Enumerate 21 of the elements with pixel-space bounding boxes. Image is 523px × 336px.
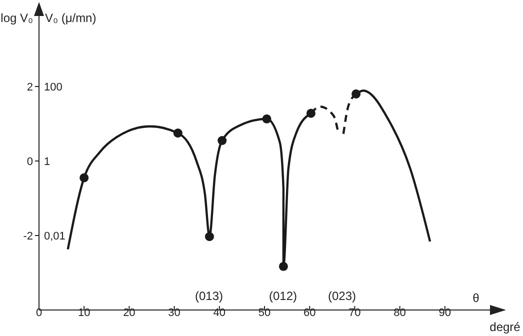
y-tick-label: 0 — [26, 156, 33, 168]
y2-axis-title: V₀ (μ/mn) — [45, 11, 96, 25]
point — [218, 136, 227, 146]
annotation: (023) — [328, 289, 356, 303]
y2-tick-label: 1 — [44, 156, 50, 168]
point — [80, 173, 89, 182]
y2-tick-label: 100 — [44, 82, 62, 94]
y-axis-title: log V₀ — [0, 11, 34, 25]
point — [352, 89, 361, 98]
annotation: (012) — [268, 289, 298, 303]
point — [262, 114, 272, 124]
y-tick-label: 2 — [26, 81, 33, 94]
point — [173, 128, 182, 138]
text: degré — [490, 320, 521, 334]
point — [306, 108, 316, 118]
y-tick-label: -2 — [23, 230, 33, 242]
point — [204, 232, 214, 242]
x-axis-title: θ — [472, 291, 480, 305]
annotation: (013) — [194, 289, 224, 303]
point — [278, 262, 288, 271]
y2-tick-label: 0,01 — [44, 230, 66, 242]
